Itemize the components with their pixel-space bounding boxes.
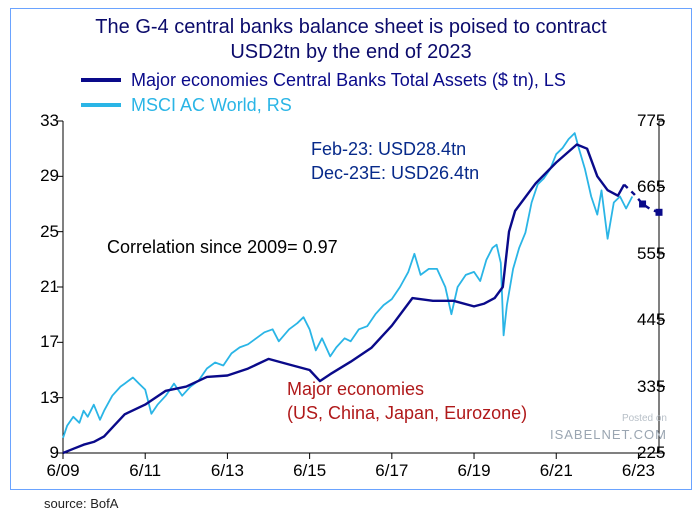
x-tick-label: 6/17: [375, 461, 408, 481]
x-tick-label: 6/11: [129, 461, 161, 481]
legend-label-b: MSCI AC World, RS: [131, 94, 292, 117]
chart-frame: The G-4 central banks balance sheet is p…: [10, 8, 692, 490]
source-label: source: BofA: [44, 496, 118, 511]
legend-swatch-b: [81, 103, 121, 107]
y-left-tick-label: 33: [31, 111, 59, 131]
y-left-tick-label: 21: [31, 277, 59, 297]
legend: Major economies Central Banks Total Asse…: [81, 69, 566, 118]
watermark: ISABELNET.COM: [550, 427, 667, 442]
annotation-major-2: (US, China, Japan, Eurozone): [287, 403, 527, 424]
x-tick-label: 6/19: [457, 461, 490, 481]
title-line-2: USD2tn by the end of 2023: [230, 41, 471, 63]
annotation-major-1: Major economies: [287, 379, 424, 400]
y-left-tick-label: 25: [31, 222, 59, 242]
x-tick-label: 6/09: [46, 461, 79, 481]
y-right-tick-label: 665: [637, 177, 677, 197]
chart-title: The G-4 central banks balance sheet is p…: [11, 15, 691, 65]
y-left-tick-label: 29: [31, 166, 59, 186]
x-tick-label: 6/21: [540, 461, 573, 481]
legend-label-a: Major economies Central Banks Total Asse…: [131, 69, 566, 92]
y-left-tick-label: 13: [31, 388, 59, 408]
y-right-tick-label: 555: [637, 244, 677, 264]
y-right-tick-label: 335: [637, 377, 677, 397]
y-right-tick-label: 445: [637, 310, 677, 330]
y-left-tick-label: 9: [31, 443, 59, 463]
legend-row-a: Major economies Central Banks Total Asse…: [81, 69, 566, 92]
y-right-tick-label: 775: [637, 111, 677, 131]
y-right-tick-label: 225: [637, 443, 677, 463]
annotation-correlation: Correlation since 2009= 0.97: [107, 237, 338, 258]
x-tick-label: 6/13: [211, 461, 244, 481]
y-left-tick-label: 17: [31, 332, 59, 352]
title-line-1: The G-4 central banks balance sheet is p…: [95, 16, 606, 38]
legend-row-b: MSCI AC World, RS: [81, 94, 566, 117]
x-tick-label: 6/15: [293, 461, 326, 481]
annotation-feb23: Feb-23: USD28.4tn: [311, 139, 466, 160]
legend-swatch-a: [81, 78, 121, 82]
annotation-dec23: Dec-23E: USD26.4tn: [311, 163, 479, 184]
watermark-small: Posted on: [622, 413, 667, 424]
x-tick-label: 6/23: [622, 461, 655, 481]
